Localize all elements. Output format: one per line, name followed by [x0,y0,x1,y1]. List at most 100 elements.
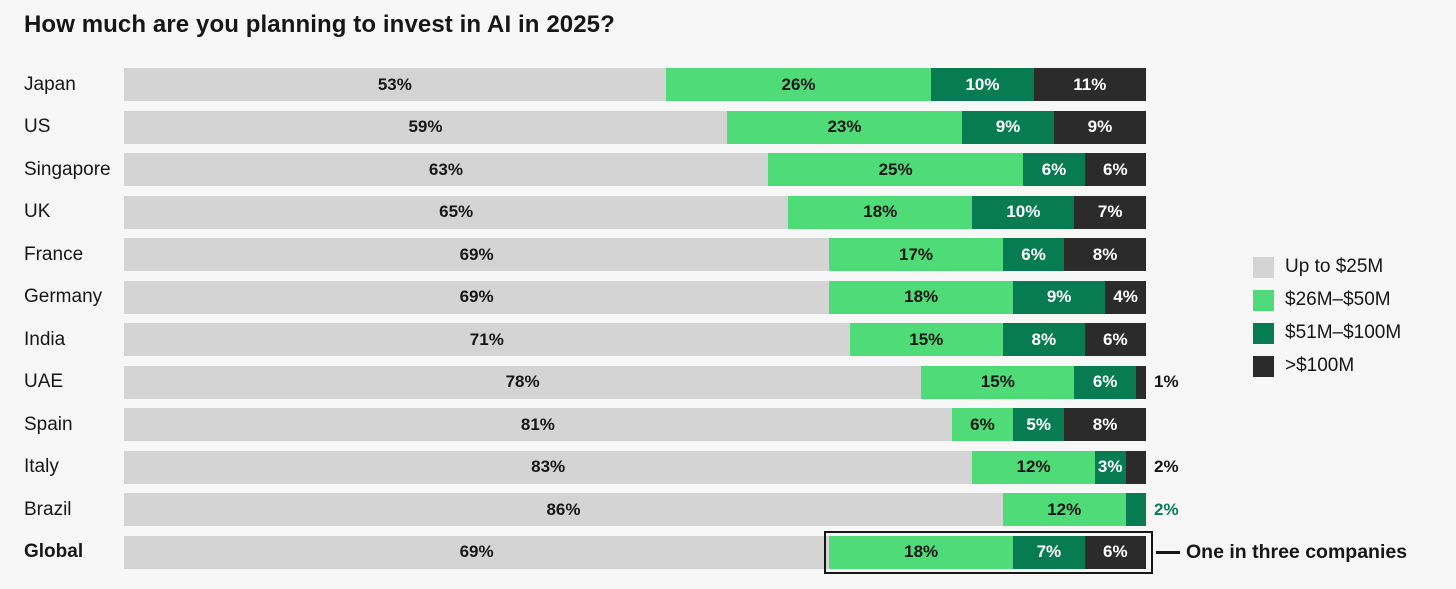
bar-segment-over100 [1135,365,1146,399]
bar-segment-51to100: 9% [962,110,1054,144]
bar-segment-51to100: 3% [1094,450,1126,484]
legend-item-51to100: $51M–$100M [1253,322,1401,344]
chart-row: Global 69% 18% 7% 6% One in three companies [24,530,1407,574]
bar-segment-upto25: 83% [124,450,973,484]
bar-segment-upto25: 71% [124,323,850,356]
bar-segment-51to100: 8% [1002,323,1085,356]
chart-row: US 59% 23% 9% 9% [24,110,1146,144]
bar-segment-26to50: 15% [921,365,1075,399]
bar-segment-over100: 4% [1105,280,1146,314]
legend-label: Up to $25M [1285,256,1384,277]
bar-segment-over100: 8% [1064,238,1146,271]
bar-segment-over100: 9% [1053,110,1146,144]
bar-track: 71% 15% 8% 6% [124,323,1146,356]
bar-segment-26to50: 25% [767,153,1024,186]
legend-label: $51M–$100M [1285,322,1402,343]
bar-segment-51to100: 9% [1013,280,1106,314]
bar-track: 53% 26% 10% 11% [124,68,1146,101]
legend-swatch-icon [1253,256,1274,278]
bar-segment-26to50: 26% [665,68,932,101]
bar-segment-over100: 8% [1064,408,1146,441]
legend-item-upto25: Up to $25M [1253,256,1401,278]
outside-segment-label: 2% [1154,457,1179,476]
bar-segment-51to100: 10% [931,68,1034,101]
bar-segment-51to100: 6% [1023,153,1085,186]
legend: Up to $25M $26M–$50M $51M–$100M >$100M [1253,256,1401,377]
bar-segment-26to50: 6% [951,408,1014,441]
bar-track: 69% 18% 9% 4% [124,280,1146,314]
bar-segment-upto25: 78% [124,365,922,399]
bar-segment-26to50: 18% [788,195,973,229]
bar-segment-upto25: 69% [124,238,830,271]
legend-label: >$100M [1285,355,1355,376]
outside-segment-label: 1% [1154,372,1179,391]
chart-row: India 71% 15% 8% 6% [24,323,1146,356]
bar-track: 69% 18% 7% 6% One in three companies [124,530,1407,574]
bar-segment-26to50: 17% [829,238,1003,271]
outside-segment-label: 2% [1154,499,1179,519]
bar-segment-over100: 6% [1084,153,1146,186]
chart-row: UK 65% 18% 10% 7% [24,195,1146,229]
chart-row: Japan 53% 26% 10% 11% [24,68,1146,101]
bar-track: 86% 12% 2% [124,493,1179,526]
row-label: Germany [24,286,103,307]
row-label: Italy [24,456,59,477]
legend-swatch-icon [1253,289,1274,311]
row-label: UK [24,201,51,222]
bar-segment-26to50: 18% [829,280,1014,314]
chart-row: France 69% 17% 6% 8% [24,238,1146,271]
legend-item-over100: >$100M [1253,355,1401,377]
bar-track: 63% 25% 6% 6% [124,153,1146,186]
annotation-connector-line [1156,551,1180,554]
bar-segment-26to50: 12% [972,450,1095,484]
bar-segment-upto25: 81% [124,408,952,441]
bar-segment-51to100: 7% [1013,535,1085,569]
chart-row: Italy 83% 12% 3% 2% [24,450,1179,484]
bar-segment-over100: 11% [1033,68,1146,101]
row-label: Brazil [24,498,72,520]
bar-segment-26to50: 23% [726,110,963,144]
chart-row: Singapore 63% 25% 6% 6% [24,153,1146,186]
bar-segment-51to100: 6% [1002,238,1065,271]
bar-segment-over100: 7% [1074,195,1146,229]
legend-swatch-icon [1253,355,1274,377]
bar-segment-over100 [1125,450,1146,484]
bar-segment-51to100: 5% [1013,408,1065,441]
chart-row: UAE 78% 15% 6% 1% [24,365,1179,399]
bar-track: 65% 18% 10% 7% [124,195,1146,229]
bar-track: 59% 23% 9% 9% [124,110,1146,144]
row-label: UAE [24,371,64,392]
bar-track: 81% 6% 5% 8% [124,408,1146,441]
row-label: India [24,328,66,350]
bar-segment-over100: 6% [1084,535,1146,569]
bar-segment-26to50: 15% [849,323,1003,356]
row-label: Global [24,541,84,562]
bar-segment-26to50: 18% [829,535,1014,569]
legend-swatch-icon [1253,322,1274,344]
bar-track: 83% 12% 3% 2% [124,450,1179,484]
chart-title: How much are you planning to invest in A… [24,11,615,38]
bar-segment-upto25: 59% [124,110,727,144]
bar-segment-upto25: 86% [124,493,1003,526]
bar-chart: Japan 53% 26% 10% 11% US 59% 23% 9% 9% Singapore 63… [24,68,1407,574]
row-label: Japan [24,73,76,95]
chart-row: Spain 81% 6% 5% 8% [24,408,1146,441]
bar-segment-upto25: 53% [124,68,666,101]
chart-row: Brazil 86% 12% 2% [24,493,1179,526]
bar-segment-upto25: 65% [124,195,789,229]
annotation-text: One in three companies [1186,540,1408,563]
bar-segment-51to100: 6% [1074,365,1136,399]
row-label: Spain [24,413,73,435]
legend-label: $26M–$50M [1285,289,1391,310]
bar-track: 69% 17% 6% 8% [124,238,1146,271]
bar-segment-upto25: 69% [124,535,830,569]
bar-track: 78% 15% 6% 1% [124,365,1179,399]
bar-segment-26to50: 12% [1002,493,1126,526]
bar-segment-51to100: 10% [972,195,1075,229]
bar-segment-upto25: 69% [124,280,830,314]
row-label: France [24,243,84,265]
bar-segment-upto25: 63% [124,153,768,186]
bar-segment-over100: 6% [1084,323,1146,356]
bar-segment-51to100 [1125,493,1146,526]
